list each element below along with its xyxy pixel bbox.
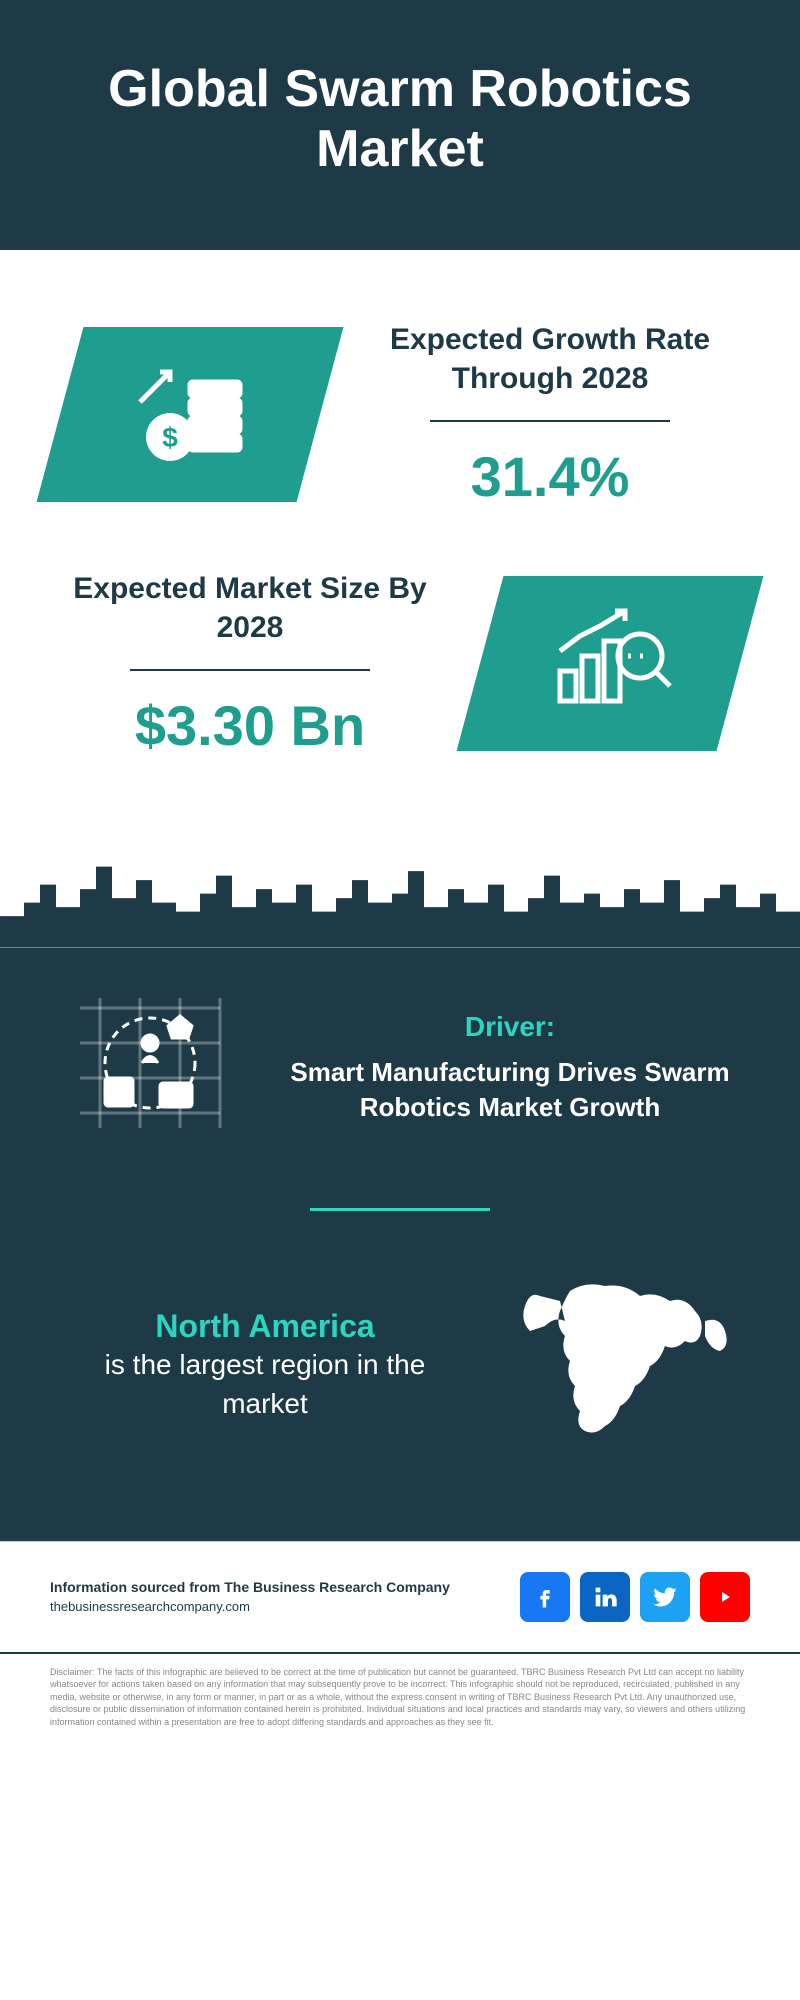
market-value: $3.30 Bn <box>60 693 440 758</box>
skyline-graphic <box>0 858 800 948</box>
market-label: Expected Market Size By 2028 <box>60 569 440 647</box>
spacer <box>0 250 800 270</box>
growth-label: Expected Growth Rate Through 2028 <box>360 320 740 398</box>
svg-text:$: $ <box>162 422 178 453</box>
driver-row: Driver: Smart Manufacturing Drives Swarm… <box>60 988 740 1148</box>
market-size-row: Expected Market Size By 2028 $3.30 Bn <box>60 569 740 758</box>
north-america-map-icon <box>510 1271 740 1461</box>
social-icons <box>520 1572 750 1622</box>
page-title: Global Swarm Robotics Market <box>40 60 760 180</box>
driver-label: Driver: <box>280 1011 740 1043</box>
facebook-icon[interactable] <box>520 1572 570 1622</box>
linkedin-icon[interactable] <box>580 1572 630 1622</box>
footer-site: thebusinessresearchcompany.com <box>50 1599 450 1614</box>
growth-value: 31.4% <box>360 444 740 509</box>
stats-section: $ Expected Growth Rate Through 2028 31.4… <box>0 270 800 858</box>
growth-icon-bg: $ <box>37 327 344 502</box>
region-row: North America is the largest region in t… <box>60 1271 740 1461</box>
disclaimer-section: Disclaimer: The facts of this infographi… <box>0 1652 800 1759</box>
disclaimer-text: Disclaimer: The facts of this infographi… <box>50 1666 750 1729</box>
twitter-icon[interactable] <box>640 1572 690 1622</box>
chart-analysis-icon <box>540 601 680 721</box>
growth-text-block: Expected Growth Rate Through 2028 31.4% <box>360 320 740 509</box>
driver-text-block: Driver: Smart Manufacturing Drives Swarm… <box>280 1011 740 1125</box>
section-divider <box>310 1208 490 1211</box>
footer-info-block: Information sourced from The Business Re… <box>50 1579 450 1614</box>
youtube-icon[interactable] <box>700 1572 750 1622</box>
region-text-block: North America is the largest region in t… <box>60 1308 470 1423</box>
footer-top: Information sourced from The Business Re… <box>0 1541 800 1652</box>
divider <box>430 420 670 422</box>
market-text-block: Expected Market Size By 2028 $3.30 Bn <box>60 569 440 758</box>
divider <box>130 669 370 671</box>
manufacturing-icon <box>60 988 240 1148</box>
region-name: North America <box>60 1308 470 1345</box>
driver-description: Smart Manufacturing Drives Swarm Robotic… <box>280 1055 740 1125</box>
region-description: is the largest region in the market <box>60 1345 470 1423</box>
dark-section: Driver: Smart Manufacturing Drives Swarm… <box>0 948 800 1541</box>
growth-rate-row: $ Expected Growth Rate Through 2028 31.4… <box>60 320 740 509</box>
market-icon-bg <box>457 576 764 751</box>
header-banner: Global Swarm Robotics Market <box>0 0 800 250</box>
footer-source: Information sourced from The Business Re… <box>50 1579 450 1595</box>
map-wrap <box>510 1271 740 1461</box>
driver-icon-wrap <box>60 988 240 1148</box>
money-growth-icon: $ <box>120 352 260 472</box>
